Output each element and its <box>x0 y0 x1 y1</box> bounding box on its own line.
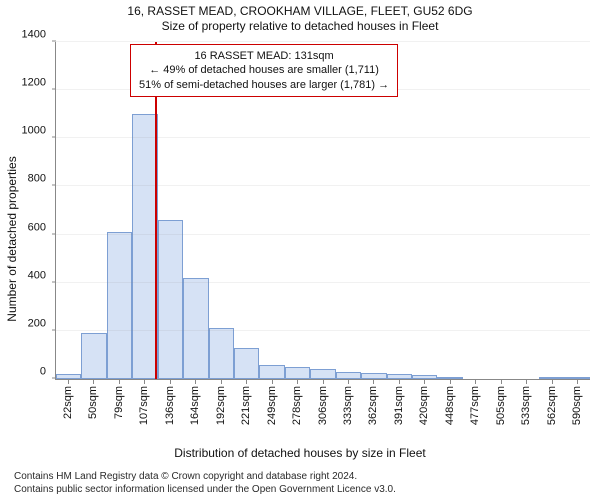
bar <box>81 333 106 379</box>
bar <box>158 220 183 379</box>
y-tick: 0 <box>40 378 56 379</box>
x-tick-label: 192sqm <box>215 386 227 425</box>
bar <box>310 369 335 379</box>
x-tick-label: 333sqm <box>342 386 354 425</box>
callout-line-2: ← 49% of detached houses are smaller (1,… <box>139 63 389 77</box>
x-tick-label: 221sqm <box>240 386 252 425</box>
y-axis-label: Number of detached properties <box>5 156 19 321</box>
bar <box>234 348 259 379</box>
bar <box>183 278 208 379</box>
y-tick: 800 <box>28 185 56 186</box>
x-tick-label: 448sqm <box>444 386 456 425</box>
x-tick-label: 249sqm <box>266 386 278 425</box>
chart-area: Number of detached properties 0 200 400 600… <box>0 38 600 440</box>
callout-line-1: 16 RASSET MEAD: 131sqm <box>139 49 389 63</box>
bar <box>437 377 462 379</box>
bar <box>259 365 284 379</box>
bar <box>565 377 590 379</box>
footer-line-1: Contains HM Land Registry data © Crown c… <box>14 471 586 484</box>
y-tick: 400 <box>28 281 56 282</box>
x-tick-label: 22sqm <box>62 386 74 419</box>
x-tick-label: 477sqm <box>469 386 481 425</box>
bar <box>336 372 361 379</box>
y-tick: 1200 <box>22 89 56 90</box>
x-tick-label: 50sqm <box>87 386 99 419</box>
x-tick-label: 391sqm <box>393 386 405 425</box>
x-tick-label: 107sqm <box>138 386 150 425</box>
footer-line-2: Contains public sector information licen… <box>14 484 586 497</box>
x-ticks: 22sqm 50sqm 79sqm 107sqm 136sqm 164sqm 192sqm 2… <box>55 380 590 440</box>
x-tick-label: 562sqm <box>546 386 558 425</box>
x-tick-label: 136sqm <box>164 386 176 425</box>
x-tick-label: 306sqm <box>317 386 329 425</box>
callout-box: 16 RASSET MEAD: 131sqm ← 49% of detached… <box>130 44 398 97</box>
y-tick: 1400 <box>22 41 56 42</box>
bar <box>412 375 437 379</box>
x-tick-label: 420sqm <box>418 386 430 425</box>
x-axis-label: Distribution of detached houses by size … <box>0 446 600 460</box>
x-tick-label: 164sqm <box>189 386 201 425</box>
bar <box>107 232 132 379</box>
x-tick-label: 505sqm <box>495 386 507 425</box>
title-line-1: 16, RASSET MEAD, CROOKHAM VILLAGE, FLEET… <box>0 4 600 19</box>
attribution-footer: Contains HM Land Registry data © Crown c… <box>0 471 600 496</box>
x-tick-label: 590sqm <box>571 386 583 425</box>
chart-title: 16, RASSET MEAD, CROOKHAM VILLAGE, FLEET… <box>0 0 600 34</box>
x-tick-label: 533sqm <box>520 386 532 425</box>
bar <box>539 377 564 379</box>
x-tick-label: 79sqm <box>113 386 125 419</box>
y-tick: 600 <box>28 233 56 234</box>
bar <box>387 374 412 379</box>
bar <box>56 374 81 379</box>
bar <box>285 367 310 379</box>
title-line-2: Size of property relative to detached ho… <box>0 19 600 34</box>
callout-line-3: 51% of semi-detached houses are larger (… <box>139 78 389 92</box>
y-tick: 1000 <box>22 137 56 138</box>
bar <box>209 328 234 379</box>
y-tick: 200 <box>28 329 56 330</box>
x-tick-label: 362sqm <box>367 386 379 425</box>
bar <box>361 373 386 379</box>
x-tick-label: 278sqm <box>291 386 303 425</box>
